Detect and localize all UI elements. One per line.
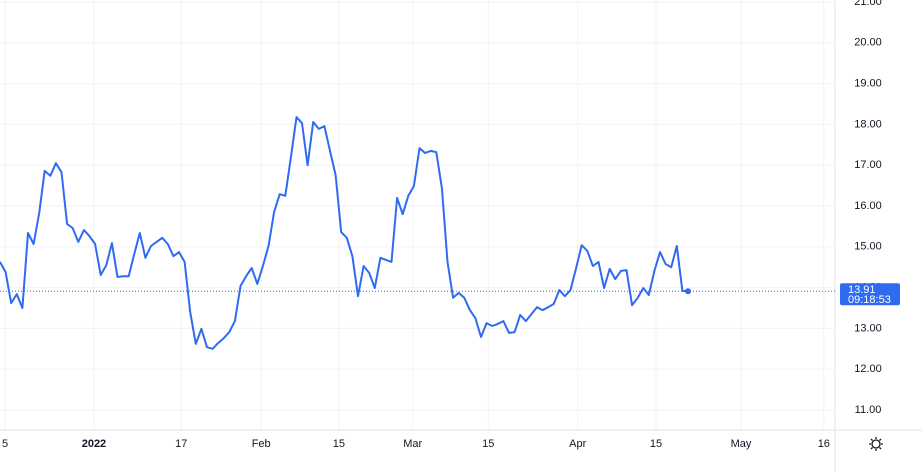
y-tick-label: 18.00 — [854, 118, 882, 130]
y-tick-label: 21.00 — [854, 0, 882, 8]
x-tick-label: 15 — [333, 438, 345, 450]
x-tick-label: Feb — [252, 438, 271, 450]
y-tick-label: 15.00 — [854, 241, 882, 253]
grid — [0, 0, 835, 430]
y-tick-label: 16.00 — [854, 200, 882, 212]
last-price-label: 13.91 — [848, 284, 876, 296]
countdown-label: 09:18:53 — [848, 294, 891, 306]
x-tick-label: May — [731, 438, 752, 450]
y-tick-label: 13.00 — [854, 322, 882, 334]
last-price-dot — [685, 288, 691, 295]
x-tick-label: 15 — [482, 438, 494, 450]
y-tick-label: 17.00 — [854, 159, 882, 171]
x-tick-label: 2022 — [82, 438, 106, 450]
y-tick-label: 20.00 — [854, 37, 882, 49]
gear-teeth — [869, 437, 883, 451]
settings-icon[interactable] — [869, 437, 883, 451]
x-tick-label: 17 — [175, 438, 187, 450]
x-tick-label: 15 — [650, 438, 662, 450]
x-tick-label: Apr — [569, 438, 586, 450]
x-tick-label: 16 — [818, 438, 830, 450]
x-tick-label: Mar — [403, 438, 422, 450]
y-tick-label: 19.00 — [854, 78, 882, 90]
x-tick-label: 5 — [2, 438, 8, 450]
y-tick-label: 12.00 — [854, 363, 882, 375]
y-tick-label: 11.00 — [855, 404, 882, 416]
gear-hub — [871, 439, 881, 449]
price-label-box — [840, 283, 900, 306]
price-line — [0, 116, 689, 350]
